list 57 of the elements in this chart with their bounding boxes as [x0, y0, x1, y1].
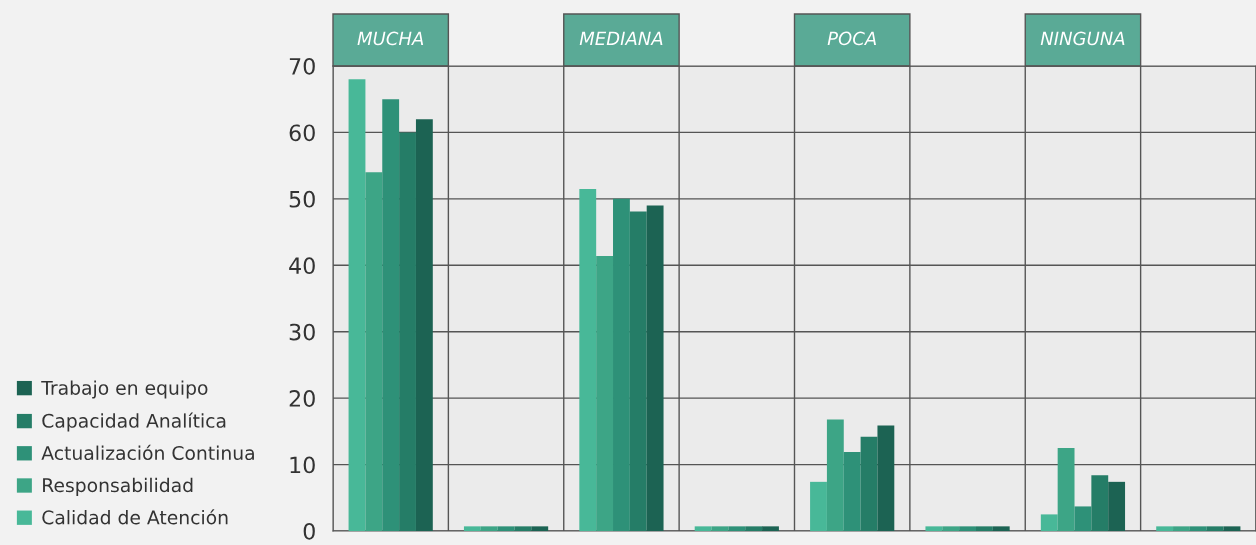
bar — [399, 132, 416, 531]
bar — [711, 526, 729, 531]
bar — [1156, 526, 1174, 531]
bar — [514, 526, 532, 531]
bar — [365, 172, 383, 531]
y-tick-label: 10 — [290, 456, 315, 474]
legend-label: Calidad de Atención — [42, 509, 228, 525]
legend-label: Trabajo en equipo — [41, 380, 208, 399]
bar — [959, 526, 976, 531]
bar — [1206, 526, 1224, 531]
bar — [810, 481, 827, 531]
bar — [992, 526, 1010, 531]
bar — [415, 119, 433, 531]
bar — [348, 79, 366, 531]
legend-label: Actualización Continua — [41, 444, 254, 461]
bar — [762, 526, 779, 531]
bar — [629, 211, 647, 531]
bar — [843, 451, 861, 531]
bar — [975, 526, 993, 531]
bar — [497, 526, 515, 531]
bar — [1074, 506, 1092, 531]
bar — [1189, 526, 1207, 531]
bar — [463, 526, 481, 531]
y-tick-label: 30 — [289, 323, 315, 341]
bar — [925, 526, 943, 531]
x-tick-label: MUCHA — [357, 31, 424, 46]
x-tick-label: POCA — [827, 31, 876, 46]
bar — [942, 526, 960, 531]
bar — [1057, 447, 1075, 531]
legend-label: Capacidad Analítica — [42, 412, 226, 432]
bar — [1040, 514, 1058, 531]
bar — [1173, 526, 1190, 531]
bar — [480, 526, 498, 531]
bar — [826, 419, 844, 531]
y-tick-label: 70 — [289, 57, 315, 75]
legend-label: Responsabilidad — [43, 477, 193, 496]
bar — [596, 255, 614, 531]
y-tick-label: 50 — [289, 190, 315, 208]
bar — [728, 526, 746, 531]
x-tick-label: NINGUNA — [1040, 31, 1125, 46]
bar — [579, 188, 597, 531]
y-tick-label: 60 — [289, 124, 315, 142]
bar — [646, 205, 664, 531]
bar — [694, 526, 712, 531]
x-tick-label: MEDIANA — [579, 31, 663, 45]
y-tick-label: 0 — [303, 522, 315, 540]
y-tick-label: 40 — [289, 257, 315, 275]
bar — [1091, 475, 1109, 531]
bar — [1108, 481, 1126, 531]
bar — [860, 436, 878, 531]
bar — [877, 425, 895, 531]
bar — [531, 526, 549, 531]
y-tick-label: 20 — [289, 390, 315, 407]
bar — [745, 526, 763, 531]
bar — [613, 198, 630, 531]
bar — [382, 99, 400, 531]
bar — [1223, 526, 1241, 531]
